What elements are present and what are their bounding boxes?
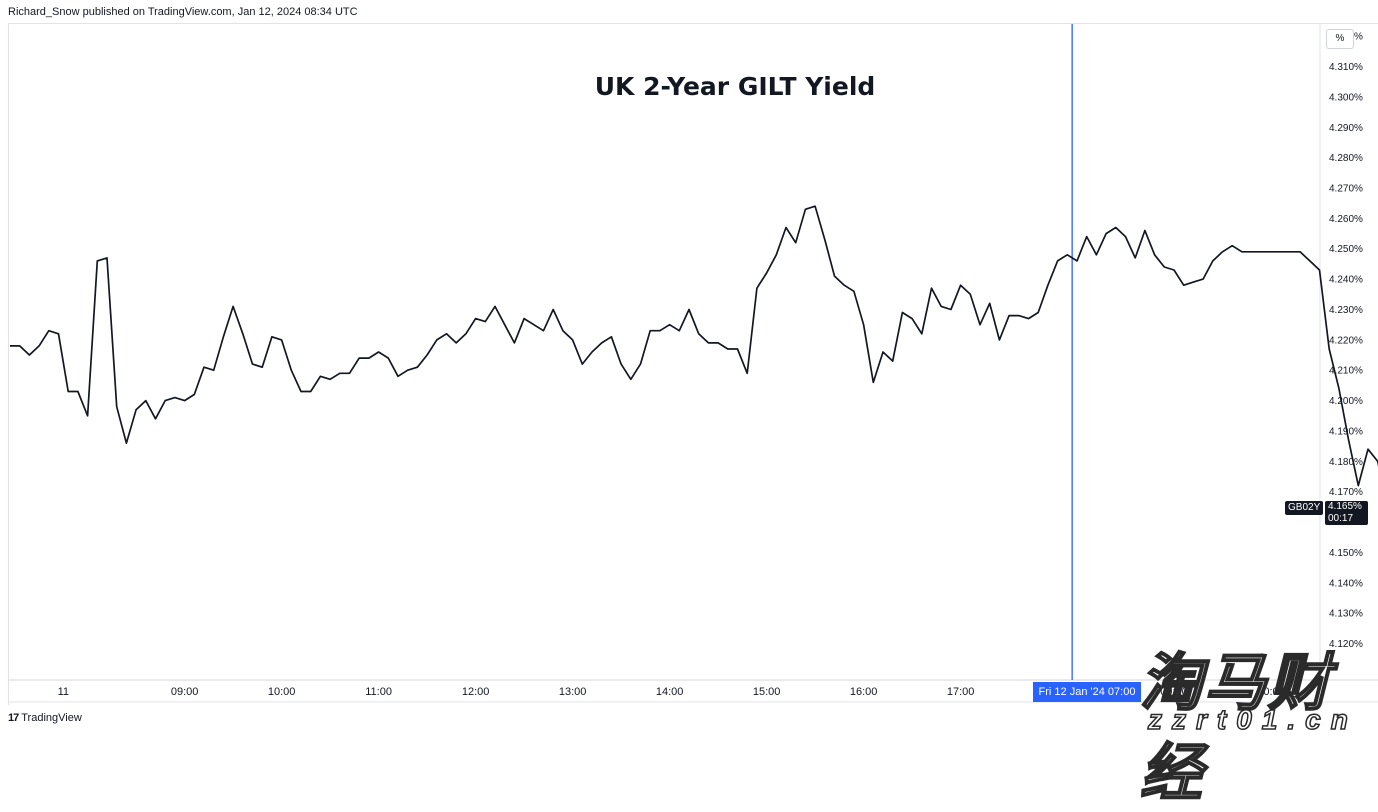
- chart-frame: [8, 23, 1378, 705]
- x-axis-tick-labels: 11 09:00 10:00 11:00 12:00 13:00 14:00 15:00 16:…: [58, 686, 1285, 698]
- y-tick-label: 4.130%: [1329, 609, 1363, 620]
- x-tick-label: 09:00: [1160, 686, 1188, 698]
- y-tick-label: 4.310%: [1329, 62, 1363, 73]
- y-tick-label: 4.230%: [1329, 305, 1363, 316]
- x-tick-label: 11: [58, 686, 69, 698]
- y-tick-label: 4.250%: [1329, 244, 1363, 255]
- watermark-url: zzrt01.cn: [1147, 703, 1358, 736]
- chart-title: UK 2-Year GILT Yield: [594, 72, 876, 101]
- last-price-label: 4.165% 00:17: [1325, 501, 1368, 525]
- x-tick-label: 11:00: [365, 686, 392, 698]
- chart-canvas[interactable]: 4.120% 4.130% 4.140% 4.150% 4.170% 4.180% 4.19…: [0, 0, 1378, 734]
- x-tick-label: 12:00: [462, 686, 490, 698]
- x-tick-label: 16:00: [850, 686, 878, 698]
- y-tick-label: 4.180%: [1329, 457, 1363, 468]
- y-tick-label: 4.240%: [1329, 275, 1363, 286]
- x-tick-label: 10:00: [1257, 686, 1285, 698]
- y-tick-label: 4.200%: [1329, 396, 1363, 407]
- y-axis-tick-labels: 4.120% 4.130% 4.140% 4.150% 4.170% 4.180% 4.19…: [1329, 32, 1363, 650]
- y-tick-label: 4.260%: [1329, 214, 1363, 225]
- x-tick-label: 09:00: [171, 686, 199, 698]
- y-tick-label: 4.280%: [1329, 153, 1363, 164]
- y-tick-label: 4.190%: [1329, 426, 1363, 437]
- series-line: [10, 205, 1378, 487]
- series-layer: [10, 205, 1378, 487]
- y-tick-label: 4.120%: [1329, 639, 1363, 650]
- last-price-value: 4.165%: [1328, 501, 1362, 512]
- x-tick-label: 10:00: [268, 686, 296, 698]
- y-tick-label: 4.150%: [1329, 548, 1363, 559]
- tradingview-logo-icon: 17: [8, 712, 19, 724]
- x-tick-label: 14:00: [656, 686, 684, 698]
- y-tick-label: 4.290%: [1329, 123, 1363, 134]
- symbol-ticker-label: GB02Y: [1285, 501, 1324, 515]
- price-scale-unit-button[interactable]: %: [1326, 29, 1354, 49]
- x-tick-label: 13:00: [559, 686, 587, 698]
- y-tick-label: 4.270%: [1329, 184, 1363, 195]
- tradingview-brand: TradingView: [21, 712, 82, 724]
- y-tick-label: 4.210%: [1329, 366, 1363, 377]
- y-tick-label: 4.170%: [1329, 487, 1363, 498]
- y-tick-label: 4.140%: [1329, 578, 1363, 589]
- x-tick-label: 17:00: [947, 686, 975, 698]
- y-tick-label: 4.300%: [1329, 92, 1363, 103]
- tradingview-footer[interactable]: 17 TradingView: [8, 712, 82, 724]
- bar-countdown: 00:17: [1328, 513, 1354, 524]
- crosshair-time-label: Fri 12 Jan '24 07:00: [1033, 682, 1141, 702]
- y-tick-label: 4.220%: [1329, 335, 1363, 346]
- x-tick-label: 15:00: [753, 686, 781, 698]
- publisher-caption: Richard_Snow published on TradingView.co…: [8, 6, 358, 18]
